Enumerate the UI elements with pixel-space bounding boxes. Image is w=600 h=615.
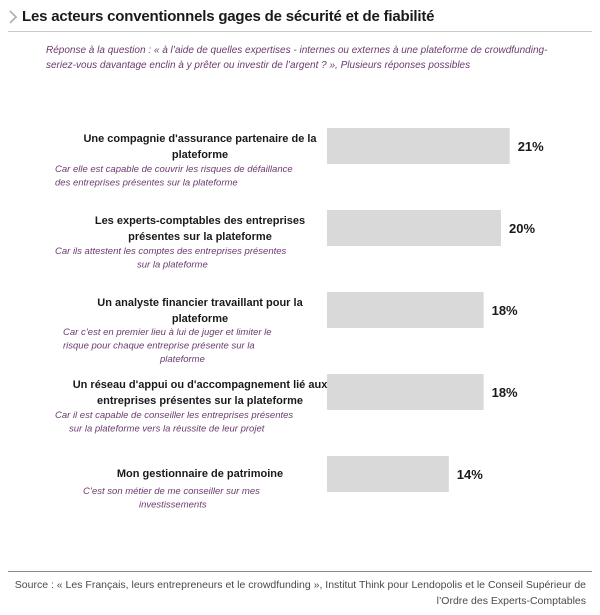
category-label-3: Un analyste financier travaillant pour l… (97, 297, 303, 325)
explanation-3: Car c’est en premier lieu à lui de juger… (63, 327, 272, 365)
chevron-right-icon (9, 9, 18, 24)
page-title: Les acteurs conventionnels gages de sécu… (22, 8, 435, 25)
category-label-2: Les experts-comptables des entreprises pr… (95, 215, 305, 243)
explanation-4: Car il est capable de conseiller les ent… (55, 410, 293, 435)
title-row: Les acteurs conventionnels gages de sécu… (8, 8, 435, 25)
bar-4 (327, 374, 484, 410)
category-label-4: Un réseau d'appui ou d'accompagnement li… (73, 379, 329, 407)
title-divider (8, 31, 592, 32)
data-label-1: 21% (518, 139, 544, 154)
bar-2 (327, 210, 501, 246)
source-note: Source : « Les Français, leurs entrepren… (14, 579, 586, 607)
data-label-5: 14% (457, 467, 483, 482)
explanation-5: C’est son métier de me conseiller sur me… (83, 486, 260, 511)
bar-3 (327, 292, 484, 328)
data-label-3: 18% (492, 303, 518, 318)
bar-chart: 21% Une compagnie d'assurance partenaire … (55, 128, 544, 511)
category-label-5: Mon gestionnaire de patrimoine (117, 468, 283, 480)
bar-5 (327, 456, 449, 492)
category-label-1: Une compagnie d'assurance partenaire de … (83, 133, 317, 161)
data-label-2: 20% (509, 221, 535, 236)
source-divider (8, 571, 592, 572)
explanation-1: Car elle est capable de couvrir les risq… (55, 164, 293, 189)
question-subtitle: Réponse à la question : « à l’aide de qu… (46, 45, 548, 71)
bar-1 (327, 128, 510, 164)
explanation-2: Car ils attestent les comptes des entrep… (55, 246, 287, 271)
data-label-4: 18% (492, 385, 518, 400)
